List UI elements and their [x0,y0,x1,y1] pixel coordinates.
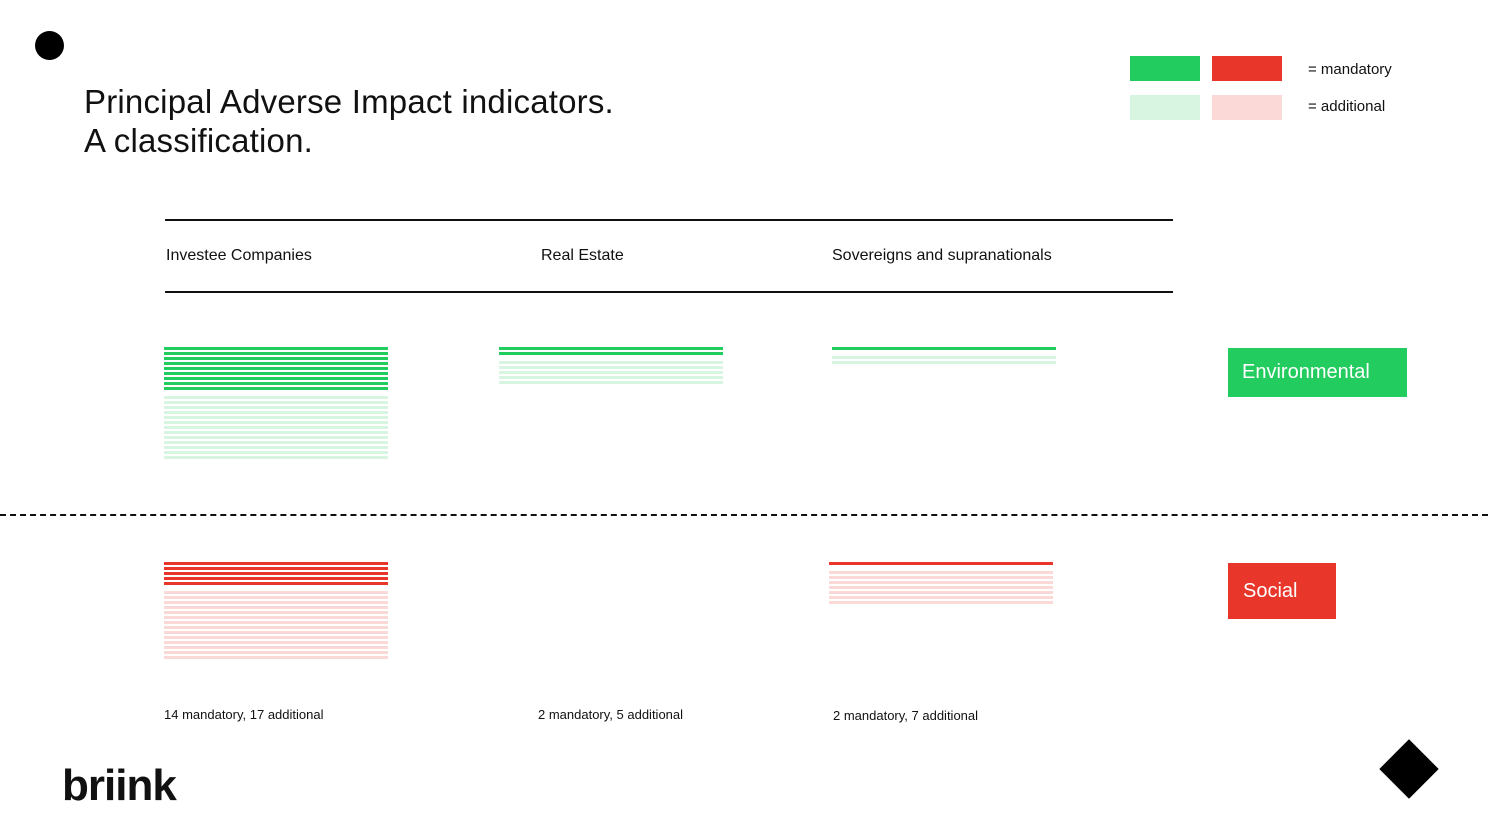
sovereigns-summary: 2 mandatory, 7 additional [833,708,979,723]
additional-indicator-stripe [164,421,388,424]
mandatory-indicator-stripe [164,372,388,375]
additional-indicator-stripe [164,641,388,644]
additional-indicator-stripe [164,446,388,449]
additional-indicator-stripe [164,601,388,604]
additional-indicator-stripe [829,571,1053,574]
additional-indicator-stripe [164,411,388,414]
corner-dot [35,31,64,60]
mandatory-indicator-stripe [164,562,388,565]
mandatory-indicator-stripe [164,377,388,380]
additional-indicator-stripe [499,361,723,364]
legend-soc-additional-swatch [1212,95,1282,120]
additional-indicator-stripe [164,646,388,649]
additional-indicator-stripe [164,406,388,409]
brand-logo: briink [62,761,177,810]
real-estate-summary: 2 mandatory, 5 additional [538,707,684,722]
mandatory-indicator-stripe [499,352,723,355]
mandatory-indicator-stripe [499,347,723,350]
additional-indicator-stripe [164,626,388,629]
additional-indicator-stripe [164,456,388,459]
legend-additional-label: = additional [1308,98,1386,115]
sovereigns-social-stripes [829,562,1053,606]
investee-social-stripes [164,562,388,661]
social-label: Social [1228,563,1336,619]
legend-soc-mandatory-swatch [1212,56,1282,81]
mandatory-indicator-stripe [164,387,388,390]
mandatory-indicator-stripe [829,562,1053,565]
additional-indicator-stripe [164,621,388,624]
legend-env-mandatory-swatch [1130,56,1200,81]
additional-indicator-stripe [164,631,388,634]
mandatory-indicator-stripe [164,582,388,585]
additional-indicator-stripe [164,596,388,599]
additional-indicator-stripe [829,576,1053,579]
additional-indicator-stripe [499,371,723,374]
additional-indicator-stripe [164,616,388,619]
additional-indicator-stripe [164,606,388,609]
column-header-real-estate: Real Estate [541,247,624,264]
environmental-label: Environmental [1228,348,1407,397]
mandatory-indicator-stripe [164,347,388,350]
mandatory-indicator-stripe [164,572,388,575]
additional-indicator-stripe [164,651,388,654]
sovereigns-environmental-stripes [832,347,1056,366]
additional-indicator-stripe [164,636,388,639]
mandatory-indicator-stripe [164,357,388,360]
additional-indicator-stripe [164,431,388,434]
additional-indicator-stripe [164,656,388,659]
additional-indicator-stripe [829,586,1053,589]
additional-indicator-stripe [499,376,723,379]
investee-summary: 14 mandatory, 17 additional [164,707,324,722]
title-line-1: Principal Adverse Impact indicators. [84,83,614,120]
investee-environmental-stripes [164,347,388,461]
additional-indicator-stripe [164,426,388,429]
mandatory-indicator-stripe [164,367,388,370]
additional-indicator-stripe [829,581,1053,584]
mandatory-indicator-stripe [164,567,388,570]
additional-indicator-stripe [832,361,1056,364]
additional-indicator-stripe [499,366,723,369]
mandatory-indicator-stripe [164,352,388,355]
additional-indicator-stripe [164,401,388,404]
legend-env-additional-swatch [1130,95,1200,120]
additional-indicator-stripe [164,416,388,419]
mandatory-indicator-stripe [164,362,388,365]
additional-indicator-stripe [164,451,388,454]
additional-indicator-stripe [164,396,388,399]
additional-indicator-stripe [164,591,388,594]
additional-indicator-stripe [829,596,1053,599]
page-title: Principal Adverse Impact indicators. A c… [84,82,614,160]
mandatory-indicator-stripe [164,382,388,385]
additional-indicator-stripe [829,601,1053,604]
title-line-2: A classification. [84,122,314,159]
legend-mandatory-label: = mandatory [1308,61,1392,78]
column-header-sovereigns: Sovereigns and supranationals [832,247,1052,264]
additional-indicator-stripe [164,611,388,614]
mandatory-indicator-stripe [832,347,1056,350]
additional-indicator-stripe [164,441,388,444]
mandatory-indicator-stripe [164,577,388,580]
header-bottom-rule [165,291,1173,293]
header-top-rule [165,219,1173,221]
section-divider [0,514,1488,516]
additional-indicator-stripe [832,356,1056,359]
real-estate-environmental-stripes [499,347,723,386]
additional-indicator-stripe [499,381,723,384]
column-header-investee-companies: Investee Companies [166,247,312,264]
additional-indicator-stripe [164,436,388,439]
additional-indicator-stripe [829,591,1053,594]
diamond-mark [1379,739,1439,799]
